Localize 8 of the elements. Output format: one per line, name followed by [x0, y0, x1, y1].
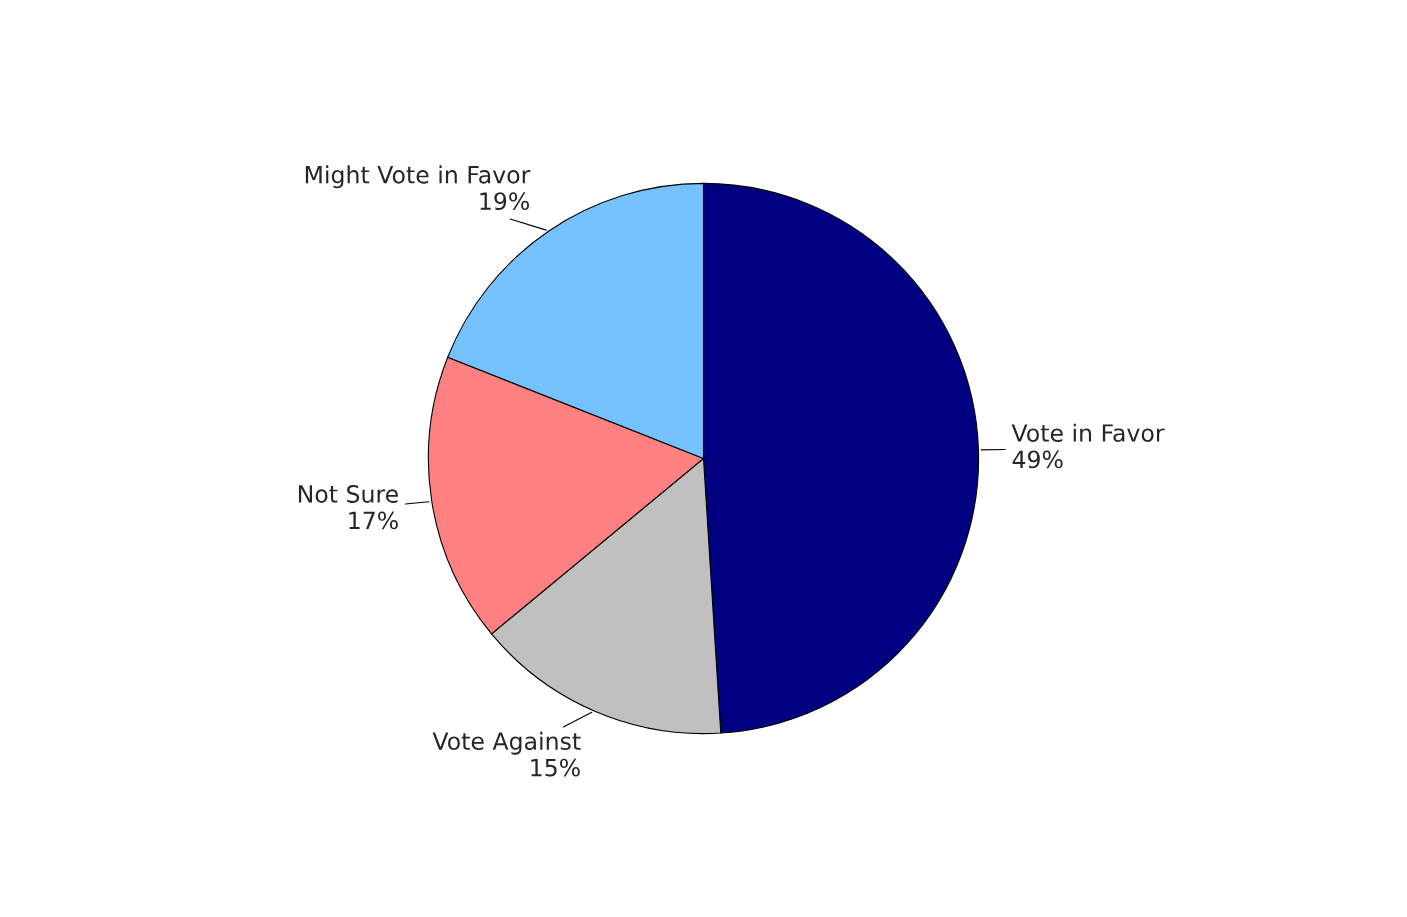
slice-label: Not Sure	[298, 485, 398, 503]
data-label: 17%	[349, 511, 398, 530]
slice-label: Vote Against	[432, 731, 581, 755]
slice-label: Vote in Favor	[1011, 423, 1165, 442]
data-label: 15%	[531, 758, 580, 777]
data-label: 19%	[480, 192, 530, 211]
slice-label: Might Vote in Favor	[305, 165, 531, 189]
data-label: 49%	[1012, 450, 1063, 469]
